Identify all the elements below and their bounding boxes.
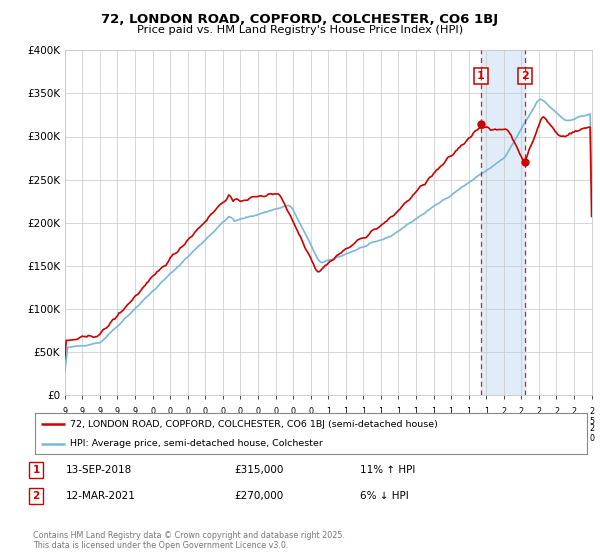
Text: 0
2: 0 2: [185, 407, 190, 426]
Text: 2
0: 2 0: [290, 424, 296, 443]
Bar: [481, 50, 525, 395]
Text: 13-SEP-2018: 13-SEP-2018: [66, 465, 132, 475]
Text: 0
3: 0 3: [203, 407, 208, 426]
Text: 1
9: 1 9: [80, 424, 85, 443]
Text: HPI: Average price, semi-detached house, Colchester: HPI: Average price, semi-detached house,…: [70, 439, 322, 448]
Text: 2
2: 2 2: [536, 407, 541, 426]
Text: 2
0: 2 0: [185, 424, 190, 443]
Text: 9
6: 9 6: [80, 407, 85, 426]
Text: 2
0: 2 0: [431, 424, 436, 443]
Text: 0
4: 0 4: [220, 407, 226, 426]
Text: 1
0: 1 0: [326, 407, 331, 426]
Text: 1
6: 1 6: [431, 407, 436, 426]
Text: 2
0: 2 0: [203, 424, 208, 443]
Text: 2
0: 2 0: [379, 424, 383, 443]
Text: 2
0: 2 0: [396, 424, 401, 443]
Text: 0
9: 0 9: [308, 407, 313, 426]
Text: 2
0: 2 0: [466, 424, 471, 443]
Text: 9
8: 9 8: [115, 407, 120, 426]
Text: 2
0: 2 0: [413, 424, 419, 443]
Text: 1
9: 1 9: [62, 424, 67, 443]
Text: 2
0: 2 0: [220, 424, 226, 443]
Text: 2
0: 2 0: [519, 424, 524, 443]
Text: 2
0: 2 0: [484, 424, 489, 443]
Text: £315,000: £315,000: [234, 465, 283, 475]
Text: 2
0: 2 0: [167, 424, 173, 443]
Text: Price paid vs. HM Land Registry's House Price Index (HPI): Price paid vs. HM Land Registry's House …: [137, 25, 463, 35]
Text: 2
4: 2 4: [571, 407, 577, 426]
Text: 9
5: 9 5: [62, 407, 67, 426]
Text: 2
1: 2 1: [519, 407, 524, 426]
Text: 2
0: 2 0: [536, 424, 541, 443]
Text: 2
0: 2 0: [589, 424, 594, 443]
Text: 6% ↓ HPI: 6% ↓ HPI: [360, 491, 409, 501]
Text: 1
3: 1 3: [379, 407, 383, 426]
Text: 0
7: 0 7: [273, 407, 278, 426]
Text: 2: 2: [32, 491, 40, 501]
Text: 2
3: 2 3: [554, 407, 559, 426]
Text: £270,000: £270,000: [234, 491, 283, 501]
Text: 1
1: 1 1: [343, 407, 348, 426]
Text: 1
4: 1 4: [396, 407, 401, 426]
Text: 2
0: 2 0: [238, 424, 243, 443]
Text: 2
0: 2 0: [501, 407, 506, 426]
Text: 72, LONDON ROAD, COPFORD, COLCHESTER, CO6 1BJ (semi-detached house): 72, LONDON ROAD, COPFORD, COLCHESTER, CO…: [70, 419, 437, 428]
Text: 0
6: 0 6: [256, 407, 260, 426]
Text: 1
9: 1 9: [97, 424, 103, 443]
Text: 9
7: 9 7: [97, 407, 103, 426]
Text: 11% ↑ HPI: 11% ↑ HPI: [360, 465, 415, 475]
Text: 2
0: 2 0: [326, 424, 331, 443]
Text: 2
0: 2 0: [554, 424, 559, 443]
Text: 0
8: 0 8: [290, 407, 296, 426]
Text: 0
1: 0 1: [167, 407, 173, 426]
Text: 9
9: 9 9: [133, 407, 137, 426]
Text: 1
9: 1 9: [115, 424, 120, 443]
Text: 2
0: 2 0: [150, 424, 155, 443]
Text: 1: 1: [477, 71, 485, 81]
Text: 1
8: 1 8: [466, 407, 471, 426]
Text: 0
0: 0 0: [150, 407, 155, 426]
Text: 1
9: 1 9: [484, 407, 489, 426]
Text: 2
0: 2 0: [449, 424, 454, 443]
Text: 72, LONDON ROAD, COPFORD, COLCHESTER, CO6 1BJ: 72, LONDON ROAD, COPFORD, COLCHESTER, CO…: [101, 13, 499, 26]
Text: 1: 1: [32, 465, 40, 475]
Text: 1
7: 1 7: [449, 407, 454, 426]
Text: 2
5: 2 5: [589, 407, 594, 426]
Text: 2
0: 2 0: [308, 424, 313, 443]
Text: 2: 2: [521, 71, 529, 81]
Text: 2
0: 2 0: [343, 424, 349, 443]
Text: 1
2: 1 2: [361, 407, 366, 426]
Text: 1
9: 1 9: [133, 424, 137, 443]
Text: 2
0: 2 0: [501, 424, 506, 443]
Text: 2
0: 2 0: [273, 424, 278, 443]
Text: 2
0: 2 0: [571, 424, 577, 443]
Text: Contains HM Land Registry data © Crown copyright and database right 2025.
This d: Contains HM Land Registry data © Crown c…: [33, 531, 345, 550]
Text: 2
0: 2 0: [256, 424, 260, 443]
Text: 1
5: 1 5: [413, 407, 419, 426]
Text: 2
0: 2 0: [361, 424, 366, 443]
Text: 0
5: 0 5: [238, 407, 243, 426]
Text: 12-MAR-2021: 12-MAR-2021: [66, 491, 136, 501]
